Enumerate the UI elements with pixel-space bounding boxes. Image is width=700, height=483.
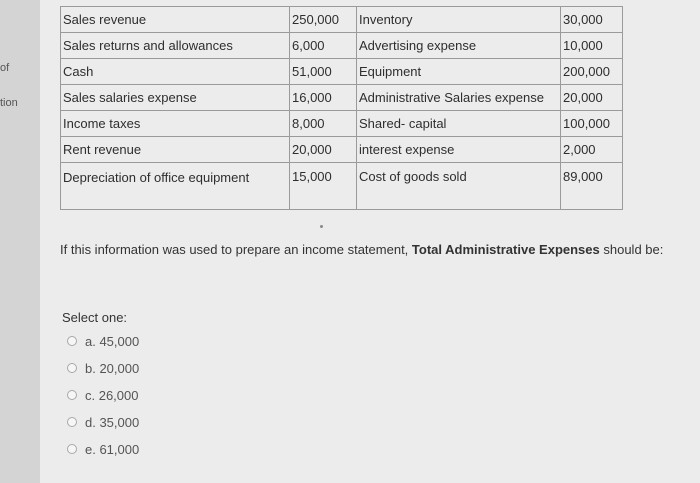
table-row: Sales returns and allowances 6,000 Adver… — [60, 32, 623, 59]
account-name: Rent revenue — [60, 136, 290, 163]
table-row: Cash 51,000 Equipment 200,000 — [60, 58, 623, 85]
account-amount: 8,000 — [289, 110, 357, 137]
account-amount: 20,000 — [289, 136, 357, 163]
table-row: Income taxes 8,000 Shared- capital 100,0… — [60, 110, 623, 137]
account-amount: 200,000 — [560, 58, 623, 85]
table-row: Sales salaries expense 16,000 Administra… — [60, 84, 623, 111]
radio-button[interactable] — [67, 390, 77, 400]
account-name: Income taxes — [60, 110, 290, 137]
account-amount: 16,000 — [289, 84, 357, 111]
account-name: Sales revenue — [60, 6, 290, 33]
question-text: If this information was used to prepare … — [60, 242, 663, 257]
account-amount: 89,000 — [560, 162, 623, 210]
account-amount: 30,000 — [560, 6, 623, 33]
answer-option-e[interactable]: e. 61,000 — [67, 440, 139, 458]
account-amount: 6,000 — [289, 32, 357, 59]
account-name: Sales salaries expense — [60, 84, 290, 111]
radio-button[interactable] — [67, 417, 77, 427]
account-amount: 100,000 — [560, 110, 623, 137]
account-amount: 20,000 — [560, 84, 623, 111]
question-prefix: If this information was used to prepare … — [60, 242, 412, 257]
account-amount: 250,000 — [289, 6, 357, 33]
answer-option-label: c. 26,000 — [85, 387, 139, 403]
answer-option-label: e. 61,000 — [85, 441, 140, 457]
account-balances-table: Sales revenue 250,000 Inventory 30,000 S… — [60, 6, 623, 210]
left-edge-fragment: tion — [0, 97, 18, 109]
question-emphasis: Total Administrative Expenses — [411, 242, 600, 257]
account-amount: 10,000 — [560, 32, 623, 59]
radio-button[interactable] — [67, 363, 77, 373]
answer-option-label: a. 45,000 — [85, 333, 140, 349]
account-name: Cost of goods sold — [356, 162, 561, 210]
account-name: Administrative Salaries expense — [356, 84, 561, 111]
account-name: Sales returns and allowances — [60, 32, 290, 59]
answer-option-d[interactable]: d. 35,000 — [67, 413, 139, 431]
account-amount: 2,000 — [560, 136, 623, 163]
left-edge-fragment: of — [0, 62, 10, 74]
stray-dot — [320, 225, 323, 228]
table-row: Depreciation of office equipment 15,000 … — [60, 162, 623, 210]
account-amount: 15,000 — [289, 162, 357, 210]
answer-option-label: d. 35,000 — [85, 414, 140, 430]
answer-option-label: b. 20,000 — [85, 360, 140, 376]
question-suffix: should be: — [599, 242, 664, 257]
account-name: Shared- capital — [356, 110, 561, 137]
account-name: Depreciation of office equipment — [60, 162, 290, 210]
answer-option-c[interactable]: c. 26,000 — [67, 386, 139, 404]
answer-option-a[interactable]: a. 45,000 — [67, 332, 139, 350]
left-page-strip: of tion — [0, 0, 40, 483]
account-name: Inventory — [356, 6, 561, 33]
account-name: Cash — [60, 58, 290, 85]
answer-option-b[interactable]: b. 20,000 — [67, 359, 139, 377]
table-row: Rent revenue 20,000 interest expense 2,0… — [60, 136, 623, 163]
account-amount: 51,000 — [289, 58, 357, 85]
select-one-label: Select one: — [62, 310, 128, 325]
radio-button[interactable] — [67, 336, 77, 346]
account-name: interest expense — [356, 136, 561, 163]
radio-button[interactable] — [67, 444, 77, 454]
account-name: Advertising expense — [356, 32, 561, 59]
table-row: Sales revenue 250,000 Inventory 30,000 — [60, 6, 623, 33]
account-name: Equipment — [356, 58, 561, 85]
